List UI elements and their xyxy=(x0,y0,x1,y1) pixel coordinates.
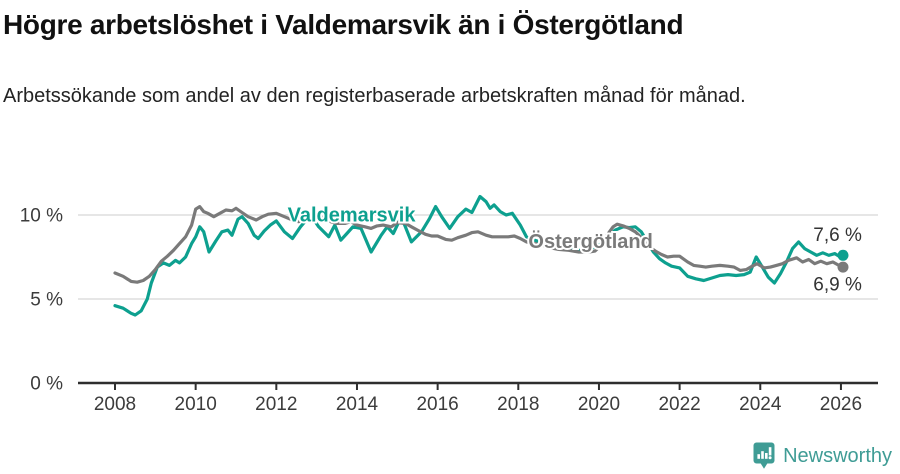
x-tick-label: 2010 xyxy=(175,394,217,415)
newsworthy-logo-text: Newsworthy xyxy=(783,444,892,467)
series-line-valdemarsvik xyxy=(113,194,845,317)
y-tick-label: 5 % xyxy=(30,290,63,311)
series-label-valdemarsvik: Valdemarsvik xyxy=(288,205,417,227)
x-tick-label: 2026 xyxy=(820,394,862,415)
chart-bubble-icon xyxy=(753,442,775,469)
series-end-dot-ostergotland xyxy=(837,261,849,273)
end-value-label-valdemarsvik: 7,6 % xyxy=(813,225,862,246)
chart-subtitle: Arbetssökande som andel av den registerb… xyxy=(3,85,746,107)
x-tick-label: 2014 xyxy=(336,394,379,415)
series-label-ostergotland: Östergötland xyxy=(528,230,652,253)
y-tick-label: 0 % xyxy=(30,374,63,395)
x-tick-label: 2024 xyxy=(739,394,782,415)
x-tick-label: 2018 xyxy=(497,394,539,415)
x-tick-label: 2016 xyxy=(416,394,458,415)
x-tick-label: 2008 xyxy=(94,394,136,415)
x-tick-label: 2020 xyxy=(578,394,620,415)
series-line-ostergotland xyxy=(113,205,845,284)
newsworthy-logo[interactable]: Newsworthy xyxy=(753,442,892,470)
end-value-label-ostergotland: 6,9 % xyxy=(813,275,862,296)
series-end-dot-valdemarsvik xyxy=(837,249,849,261)
y-tick-label: 10 % xyxy=(20,206,63,227)
x-tick-label: 2012 xyxy=(255,394,297,415)
x-tick-label: 2022 xyxy=(658,394,700,415)
page-title: Högre arbetslöshet i Valdemarsvik än i Ö… xyxy=(3,9,684,40)
